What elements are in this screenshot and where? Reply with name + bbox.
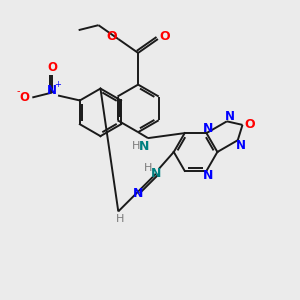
Text: +: + [55, 80, 62, 89]
Text: N: N [139, 140, 149, 152]
Text: -: - [17, 86, 20, 97]
Text: N: N [225, 110, 235, 123]
Text: O: O [106, 30, 117, 43]
Text: N: N [203, 169, 214, 182]
Text: N: N [151, 167, 161, 180]
Text: N: N [133, 187, 143, 200]
Text: O: O [20, 91, 29, 104]
Text: H: H [144, 163, 152, 173]
Text: H: H [132, 141, 140, 151]
Text: N: N [236, 139, 246, 152]
Text: O: O [244, 118, 255, 131]
Text: O: O [160, 30, 170, 43]
Text: N: N [47, 84, 57, 97]
Text: H: H [116, 214, 124, 224]
Text: O: O [47, 61, 57, 74]
Text: N: N [203, 122, 214, 135]
